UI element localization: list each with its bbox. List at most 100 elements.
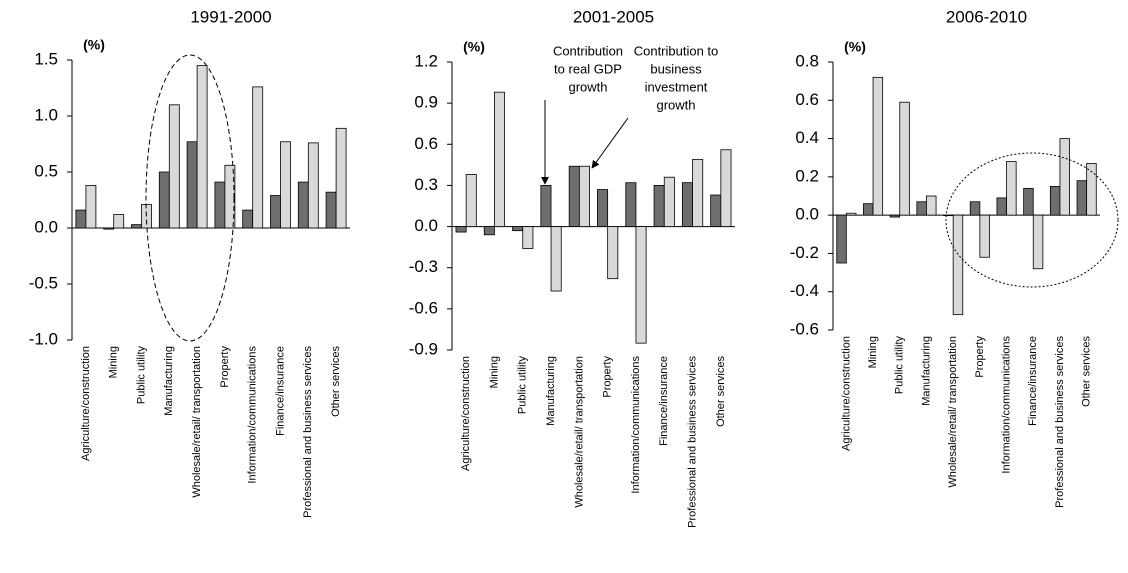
bar — [540, 185, 552, 227]
annotation: to real GDP — [554, 61, 622, 76]
bar — [325, 191, 337, 229]
bar — [943, 214, 954, 217]
bar — [168, 104, 180, 229]
annotation: Contribution to — [634, 43, 719, 58]
bar — [297, 181, 309, 229]
chart-title: 2006-2010 — [946, 7, 1027, 26]
bar — [214, 181, 226, 229]
y-tick-label: 0.0 — [34, 217, 58, 236]
bar — [889, 214, 901, 218]
bar — [1059, 138, 1070, 216]
x-tick-label: Public utility — [894, 336, 906, 395]
y-tick-label: -0.3 — [409, 257, 438, 276]
x-tick-label: Mining — [488, 356, 500, 388]
highlight-ellipse — [945, 152, 1119, 288]
y-tick-label: 0.6 — [795, 90, 819, 109]
bar — [836, 214, 847, 264]
bar — [494, 91, 506, 227]
bar — [196, 65, 208, 229]
bar — [720, 149, 732, 227]
y-tick-label: -1.0 — [29, 329, 58, 348]
x-tick-label: Information/communications — [1000, 336, 1012, 474]
y-tick-label: 0.0 — [795, 205, 819, 224]
bar — [952, 214, 964, 316]
x-tick-label: Finance/insurance — [658, 356, 670, 446]
bar — [455, 226, 467, 233]
x-tick-label: Information/communications — [247, 346, 259, 484]
x-tick-label: Professional and business services — [1054, 336, 1066, 508]
bar — [1086, 163, 1097, 216]
y-tick-label: -0.2 — [790, 243, 819, 262]
bar — [307, 142, 319, 229]
bar — [335, 127, 347, 229]
bar — [969, 201, 981, 216]
x-tick-label: Mining — [108, 346, 120, 378]
bar — [692, 158, 704, 227]
bar — [465, 174, 477, 227]
y-tick-label: 1.5 — [34, 49, 58, 68]
y-tick-label: 0.5 — [34, 161, 58, 180]
bar — [926, 195, 937, 216]
bar — [625, 182, 637, 227]
x-tick-label: Property — [219, 346, 231, 388]
chart-title: 2001-2005 — [573, 7, 654, 26]
bar — [186, 141, 198, 229]
bar — [1023, 187, 1034, 216]
y-tick-label: -0.5 — [29, 273, 58, 292]
y-tick-label: 0.9 — [414, 93, 438, 112]
bar — [663, 176, 675, 227]
bar — [916, 201, 927, 216]
bar — [1049, 186, 1061, 216]
y-tick-label: 1.2 — [414, 51, 438, 70]
x-tick-label: Professional and business services — [686, 356, 698, 528]
annotation: business — [650, 61, 702, 76]
bar — [845, 212, 857, 216]
annotation: growth — [656, 97, 695, 112]
y-tick-label: 0.6 — [414, 134, 438, 153]
chart-title: 1991-2000 — [190, 7, 271, 26]
bar — [113, 214, 125, 229]
x-tick-label: Manufacturing — [920, 336, 932, 406]
bar — [224, 164, 236, 229]
y-tick-label: 1.0 — [34, 105, 58, 124]
highlight-ellipse — [145, 54, 235, 342]
bar — [1076, 180, 1088, 216]
bar — [597, 189, 609, 227]
bar — [872, 76, 884, 216]
bar — [1032, 214, 1044, 270]
x-tick-label: Professional and business services — [302, 346, 314, 518]
y-tick-label: 0.0 — [414, 216, 438, 235]
bar — [158, 171, 170, 229]
y-tick-label: 0.8 — [795, 51, 819, 70]
x-tick-label: Public utility — [135, 346, 147, 405]
bar — [103, 227, 115, 230]
annotation: investment — [645, 79, 708, 94]
y-tick-label: -0.9 — [409, 339, 438, 358]
x-tick-label: Other services — [715, 356, 727, 427]
bar — [653, 185, 665, 227]
bar — [607, 226, 619, 280]
bar — [1006, 161, 1017, 216]
y-tick-label: 0.3 — [414, 175, 438, 194]
annotation: Contribution — [553, 43, 623, 58]
bar — [252, 86, 264, 229]
x-tick-label: Finance/insurance — [274, 346, 286, 436]
y-tick-label: -0.6 — [409, 298, 438, 317]
x-tick-label: Wholesale/retail/ transportation — [191, 346, 203, 498]
x-tick-label: Wholesale/retail/ transportation — [947, 336, 959, 488]
x-tick-label: Public utility — [517, 356, 529, 415]
y-tick-label: -0.6 — [790, 319, 819, 338]
bar — [75, 209, 87, 229]
x-tick-label: Finance/insurance — [1027, 336, 1039, 426]
arrow — [591, 117, 629, 169]
x-tick-label: Property — [974, 336, 986, 378]
x-tick-label: Wholesale/retail/ transportation — [573, 356, 585, 508]
bar — [483, 226, 495, 236]
bar — [512, 226, 524, 232]
bar — [522, 226, 534, 249]
bar — [85, 185, 97, 229]
y-unit: (%) — [463, 39, 485, 55]
y-tick-label: 0.2 — [795, 166, 819, 185]
bar — [863, 203, 874, 216]
